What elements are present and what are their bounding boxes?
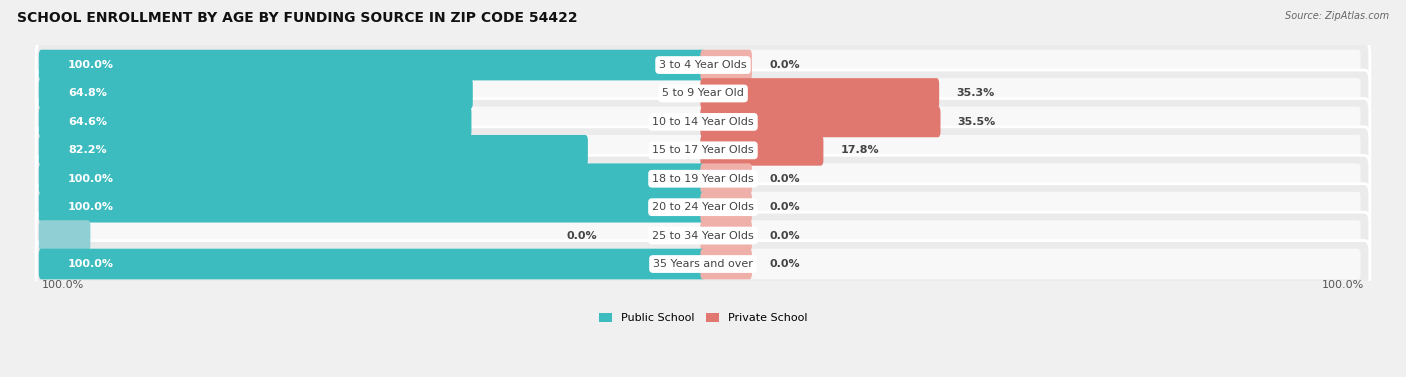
FancyBboxPatch shape (45, 220, 1361, 251)
FancyBboxPatch shape (37, 212, 1369, 259)
Text: 100.0%: 100.0% (67, 174, 114, 184)
Text: 100.0%: 100.0% (67, 259, 114, 269)
FancyBboxPatch shape (37, 184, 1369, 231)
Text: 18 to 19 Year Olds: 18 to 19 Year Olds (652, 174, 754, 184)
Text: 100.0%: 100.0% (67, 60, 114, 70)
FancyBboxPatch shape (37, 41, 1369, 89)
FancyBboxPatch shape (37, 98, 1369, 146)
FancyBboxPatch shape (45, 107, 1361, 137)
FancyBboxPatch shape (39, 135, 588, 166)
Text: 35 Years and over: 35 Years and over (652, 259, 754, 269)
Text: 10 to 14 Year Olds: 10 to 14 Year Olds (652, 117, 754, 127)
Text: 20 to 24 Year Olds: 20 to 24 Year Olds (652, 202, 754, 212)
Text: 25 to 34 Year Olds: 25 to 34 Year Olds (652, 231, 754, 241)
FancyBboxPatch shape (700, 220, 752, 251)
Text: 82.2%: 82.2% (67, 145, 107, 155)
FancyBboxPatch shape (700, 135, 824, 166)
FancyBboxPatch shape (700, 78, 939, 109)
Text: 64.6%: 64.6% (67, 117, 107, 127)
Text: 15 to 17 Year Olds: 15 to 17 Year Olds (652, 145, 754, 155)
FancyBboxPatch shape (37, 241, 1369, 288)
Text: 35.3%: 35.3% (956, 89, 994, 98)
Text: 0.0%: 0.0% (769, 60, 800, 70)
FancyBboxPatch shape (45, 78, 1361, 109)
Text: 100.0%: 100.0% (67, 202, 114, 212)
FancyBboxPatch shape (45, 249, 1361, 279)
FancyBboxPatch shape (700, 192, 752, 222)
FancyBboxPatch shape (39, 78, 472, 109)
FancyBboxPatch shape (700, 107, 941, 137)
FancyBboxPatch shape (39, 220, 90, 251)
FancyBboxPatch shape (37, 127, 1369, 174)
FancyBboxPatch shape (700, 50, 752, 80)
FancyBboxPatch shape (39, 249, 706, 279)
Text: 100.0%: 100.0% (41, 280, 84, 290)
Text: 100.0%: 100.0% (1322, 280, 1365, 290)
FancyBboxPatch shape (45, 163, 1361, 194)
FancyBboxPatch shape (45, 50, 1361, 80)
Text: 35.5%: 35.5% (957, 117, 995, 127)
Text: SCHOOL ENROLLMENT BY AGE BY FUNDING SOURCE IN ZIP CODE 54422: SCHOOL ENROLLMENT BY AGE BY FUNDING SOUR… (17, 11, 578, 25)
FancyBboxPatch shape (45, 135, 1361, 166)
Text: 64.8%: 64.8% (67, 89, 107, 98)
Text: 5 to 9 Year Old: 5 to 9 Year Old (662, 89, 744, 98)
Text: 0.0%: 0.0% (769, 174, 800, 184)
Text: Source: ZipAtlas.com: Source: ZipAtlas.com (1285, 11, 1389, 21)
FancyBboxPatch shape (39, 50, 706, 80)
FancyBboxPatch shape (39, 163, 706, 194)
Text: 0.0%: 0.0% (769, 231, 800, 241)
FancyBboxPatch shape (700, 249, 752, 279)
FancyBboxPatch shape (39, 107, 471, 137)
Text: 3 to 4 Year Olds: 3 to 4 Year Olds (659, 60, 747, 70)
Text: 0.0%: 0.0% (769, 259, 800, 269)
FancyBboxPatch shape (39, 192, 706, 222)
Legend: Public School, Private School: Public School, Private School (595, 308, 811, 327)
FancyBboxPatch shape (45, 192, 1361, 222)
FancyBboxPatch shape (37, 70, 1369, 117)
FancyBboxPatch shape (37, 155, 1369, 202)
Text: 0.0%: 0.0% (769, 202, 800, 212)
FancyBboxPatch shape (700, 163, 752, 194)
Text: 0.0%: 0.0% (567, 231, 598, 241)
Text: 17.8%: 17.8% (841, 145, 879, 155)
